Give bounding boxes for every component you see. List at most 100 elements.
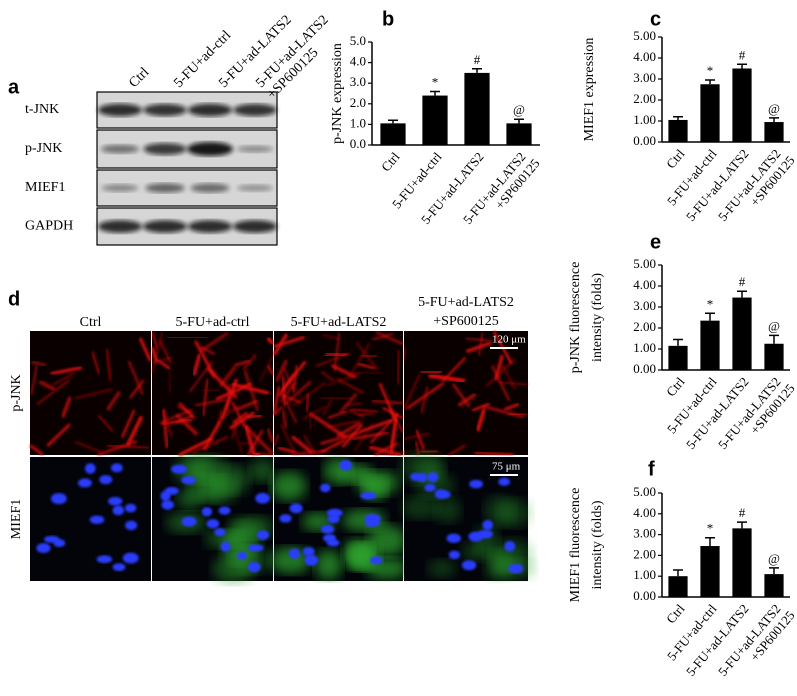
micro-fiber <box>279 382 296 403</box>
micro-texture <box>402 330 529 457</box>
blot-band <box>237 184 273 192</box>
y-axis-label: MIEF1 fluorescence <box>568 488 583 603</box>
micro-fiber <box>396 349 400 384</box>
micro-fiber <box>355 341 379 371</box>
micro-fiber <box>280 424 297 456</box>
micro-fiber <box>150 346 159 363</box>
blot-lane-label: Ctrl <box>126 65 152 91</box>
micro-nucleus <box>161 500 174 510</box>
y-tick-label: 0.0 <box>350 136 366 151</box>
micro-fiber <box>403 373 421 410</box>
micro-fiber <box>138 337 152 362</box>
error-bar <box>673 338 683 346</box>
micro-nucleus <box>122 552 139 564</box>
error-bar <box>673 569 683 577</box>
micro-nucleus <box>482 519 493 531</box>
significance-mark: * <box>707 296 714 311</box>
micro-column-label: 5-FU+ad-LATS2 <box>291 315 387 330</box>
micro-fiber <box>357 412 374 417</box>
micro-fiber <box>322 399 333 416</box>
micro-fiber <box>29 443 45 457</box>
micro-nucleus <box>125 520 138 531</box>
micro-nucleus <box>110 463 123 473</box>
micro-fiber <box>341 423 364 449</box>
micro-nucleus <box>181 476 196 485</box>
micro-fiber <box>451 382 471 408</box>
micro-fiber <box>501 365 516 390</box>
micro-fiber <box>402 450 407 456</box>
micro-fiber <box>242 423 274 455</box>
micro-cytoplasm <box>401 496 440 520</box>
micro-fiber <box>325 352 348 357</box>
micro-fiber <box>375 330 404 346</box>
micro-image <box>30 331 151 455</box>
micro-fiber <box>350 408 379 413</box>
y-tick-label: 0.00 <box>633 133 656 148</box>
micro-fiber <box>125 415 144 447</box>
micro-nucleus <box>410 472 422 481</box>
significance-mark: @ <box>768 101 780 116</box>
x-tick-label: Ctrl <box>663 601 688 626</box>
micro-fiber <box>322 334 340 340</box>
y-tick-label: 4.00 <box>633 505 656 520</box>
micro-fiber <box>308 414 312 430</box>
error-bar <box>737 290 747 298</box>
micro-fiber <box>266 364 275 376</box>
micro-fiber <box>336 421 362 438</box>
panel-label: e <box>650 231 661 253</box>
micro-fiber <box>273 434 280 447</box>
micro-nucleus <box>53 539 66 548</box>
y-axis-label: p-JNK fluorescence <box>568 262 583 374</box>
x-tick-label: 5-FU+ad-LATS2+SP600125 <box>715 143 797 233</box>
micro-fiber <box>151 331 164 374</box>
y-tick-label: 0.00 <box>633 588 656 603</box>
micro-fiber <box>351 431 389 441</box>
micro-nucleus <box>171 464 187 474</box>
micro-fiber <box>246 429 264 456</box>
micro-fiber <box>194 398 227 407</box>
micro-nucleus <box>427 472 439 483</box>
micro-nucleus <box>124 503 137 513</box>
y-tick-label: 3.0 <box>350 74 366 89</box>
micro-nucleus <box>164 486 179 495</box>
micro-fiber <box>266 336 275 345</box>
panel-label: b <box>382 8 394 30</box>
micro-fiber <box>475 407 487 432</box>
micro-fiber <box>303 434 317 456</box>
bar <box>700 84 720 142</box>
blot-row-label: GAPDH <box>25 219 73 234</box>
blot-lane-label-line: Ctrl <box>126 65 152 91</box>
blot-row-label: MIEF1 <box>25 180 65 195</box>
y-axis-label: intensity (folds) <box>590 273 605 362</box>
significance-mark: @ <box>513 102 525 117</box>
micro-fiber <box>403 347 407 361</box>
error-bar <box>514 118 524 124</box>
micro-nucleus <box>448 550 461 560</box>
blot-band <box>187 142 233 156</box>
significance-mark: @ <box>768 318 780 333</box>
micro-fiber <box>232 426 243 454</box>
micro-fiber <box>50 366 83 376</box>
micro-fiber <box>325 419 362 429</box>
micro-fiber <box>465 336 494 343</box>
micro-nucleus <box>236 551 248 560</box>
micro-fiber <box>242 354 257 371</box>
micro-nucleus <box>339 460 353 471</box>
micro-fiber <box>457 392 477 408</box>
micro-fiber <box>97 414 114 432</box>
micro-nucleus <box>288 548 300 559</box>
panel-label: a <box>8 76 20 98</box>
micro-fiber <box>280 409 289 429</box>
micro-nucleus <box>255 492 270 504</box>
micro-fiber <box>503 402 520 412</box>
micro-fiber <box>348 343 371 378</box>
micro-fiber <box>168 371 172 393</box>
micro-cytoplasm <box>185 455 228 484</box>
bar <box>668 576 688 597</box>
micro-fiber <box>336 378 365 394</box>
error-bar <box>673 116 683 120</box>
micro-fiber <box>175 413 199 436</box>
micro-fiber <box>178 437 214 457</box>
bar <box>764 122 784 142</box>
error-bar <box>769 117 779 123</box>
